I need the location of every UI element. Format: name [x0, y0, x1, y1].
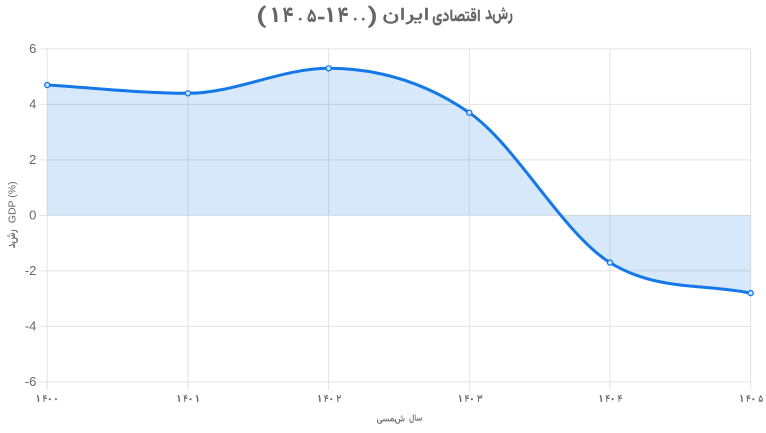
svg-text:-6: -6 [25, 374, 37, 389]
svg-text:4: 4 [29, 96, 36, 111]
svg-text:-4: -4 [25, 318, 37, 333]
svg-text:2: 2 [29, 152, 36, 167]
svg-text:0: 0 [29, 207, 36, 222]
svg-text:GDP (%): GDP (%) [7, 181, 19, 223]
svg-text:6: 6 [29, 41, 36, 56]
svg-text:-2: -2 [25, 263, 37, 278]
